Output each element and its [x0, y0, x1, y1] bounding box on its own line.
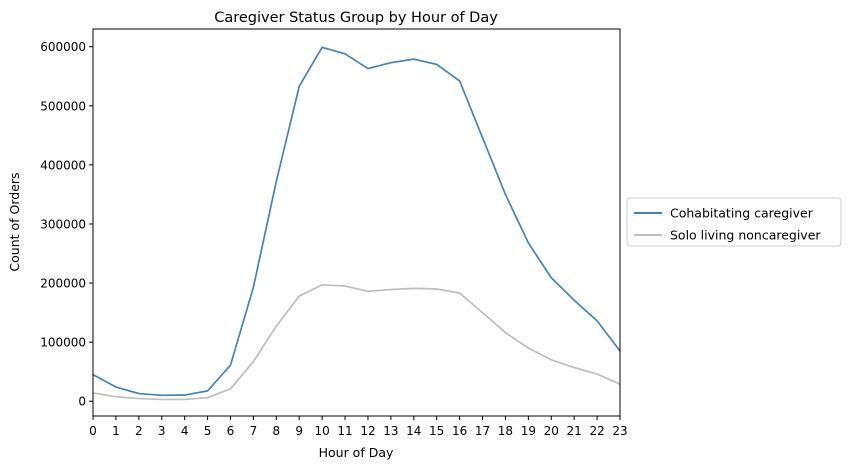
y-tick-label: 0: [78, 395, 86, 409]
series-line-solo-living-noncaregiver: [92, 283, 621, 401]
x-axis-label: Hour of Day: [319, 445, 394, 460]
x-tick-label: 1: [112, 424, 120, 438]
x-tick-label: 21: [567, 424, 582, 438]
x-tick-label: 5: [204, 424, 212, 438]
x-tick-label: 12: [360, 424, 375, 438]
x-axis-ticks: 0 1 2 3 4 5 6 7 8 9 10 11 12 13 14 15 16 17 18 19 20 21 22 23: [89, 416, 628, 438]
x-tick-label: 2: [135, 424, 143, 438]
legend: Cohabitating caregiver Solo living nonca…: [626, 197, 842, 247]
series-line-cohabitating-caregiver: [92, 46, 621, 397]
x-tick-label: 20: [544, 424, 559, 438]
y-axis-ticks: 0 100000 200000 300000 400000 500000 600000: [40, 40, 93, 409]
x-tick-label: 0: [89, 424, 97, 438]
x-tick-label: 19: [521, 424, 536, 438]
x-tick-label: 4: [181, 424, 189, 438]
x-tick-label: 22: [589, 424, 604, 438]
y-tick-label: 200000: [40, 277, 86, 291]
x-tick-label: 15: [429, 424, 444, 438]
y-tick-label: 500000: [40, 99, 86, 113]
legend-frame: [626, 197, 842, 247]
x-tick-label: 7: [250, 424, 258, 438]
x-tick-label: 10: [314, 424, 329, 438]
y-tick-label: 600000: [40, 40, 86, 54]
x-tick-label: 11: [337, 424, 352, 438]
x-tick-label: 3: [158, 424, 166, 438]
y-tick-label: 400000: [40, 158, 86, 172]
x-tick-label: 17: [475, 424, 490, 438]
x-tick-label: 18: [498, 424, 513, 438]
y-tick-label: 300000: [40, 217, 86, 231]
y-tick-label: 100000: [40, 336, 86, 350]
x-tick-label: 13: [383, 424, 398, 438]
plot-area-frame: [92, 28, 621, 417]
x-tick-label: 16: [452, 424, 467, 438]
legend-label-cohabitating-caregiver: Cohabitating caregiver: [670, 206, 814, 221]
x-tick-label: 23: [612, 424, 627, 438]
legend-label-solo-living-noncaregiver: Solo living noncaregiver: [670, 228, 821, 243]
x-tick-label: 6: [227, 424, 235, 438]
x-tick-label: 14: [406, 424, 421, 438]
plot-series: [92, 46, 621, 401]
x-tick-label: 9: [295, 424, 303, 438]
x-tick-label: 8: [272, 424, 280, 438]
y-axis-label: Count of Orders: [7, 172, 22, 271]
chart-title: Caregiver Status Group by Hour of Day: [214, 10, 498, 26]
